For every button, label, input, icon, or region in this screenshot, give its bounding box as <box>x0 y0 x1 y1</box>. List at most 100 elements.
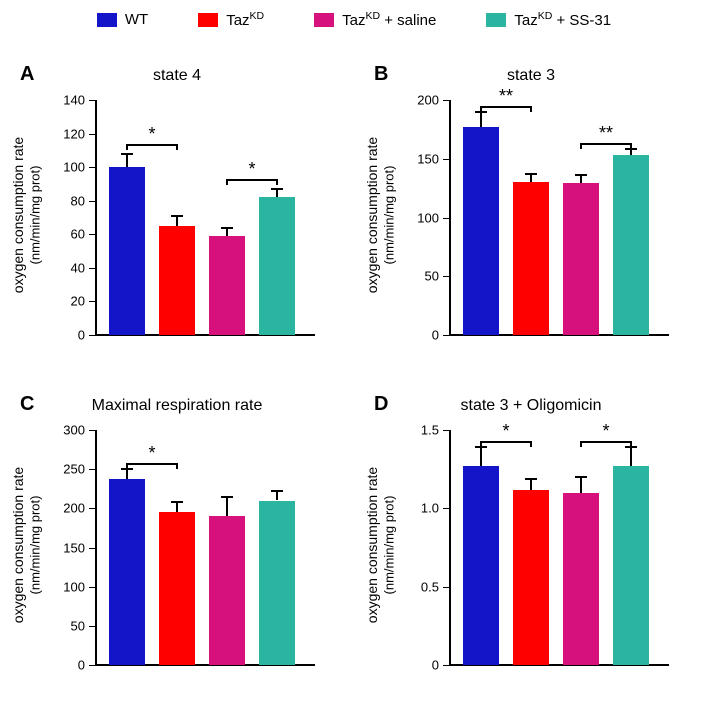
y-tick-label: 1.5 <box>399 423 439 438</box>
legend-swatch <box>486 13 506 27</box>
y-tick <box>443 276 449 277</box>
y-tick <box>89 335 95 336</box>
significance-tail <box>126 144 128 150</box>
error-cap <box>575 476 587 478</box>
bar <box>563 183 599 335</box>
bar <box>259 197 295 335</box>
y-tick <box>443 335 449 336</box>
error-bar <box>530 174 532 182</box>
y-axis-unit: (nm/min/mg prot) <box>28 496 43 595</box>
y-tick-label: 50 <box>399 269 439 284</box>
bar <box>613 466 649 665</box>
error-bar <box>580 477 582 493</box>
error-bar <box>126 469 128 478</box>
significance-tail <box>176 144 178 150</box>
bar <box>563 493 599 665</box>
chart-area: 00.51.01.5** <box>449 430 669 665</box>
y-tick <box>443 430 449 431</box>
bar <box>209 236 245 335</box>
y-tick <box>89 508 95 509</box>
y-tick <box>89 587 95 588</box>
y-tick-label: 0 <box>399 328 439 343</box>
chart-area: 050100150200250300* <box>95 430 315 665</box>
y-tick <box>89 134 95 135</box>
y-axis <box>449 430 451 665</box>
error-bar <box>530 479 532 490</box>
legend-label: TazKD + saline <box>342 10 436 29</box>
y-tick-label: 150 <box>399 151 439 166</box>
legend-item: TazKD + saline <box>314 10 436 29</box>
y-tick <box>443 100 449 101</box>
y-tick-label: 300 <box>45 423 85 438</box>
legend-label: TazKD <box>226 10 264 29</box>
panel: Bstate 3050100150200****oxygen consumpti… <box>354 55 708 385</box>
y-tick-label: 60 <box>45 227 85 242</box>
error-cap <box>221 227 233 229</box>
significance-tail <box>176 463 178 469</box>
y-tick-label: 150 <box>45 540 85 555</box>
significance-label: * <box>148 124 155 145</box>
y-tick <box>89 626 95 627</box>
y-tick-label: 100 <box>399 210 439 225</box>
significance-tail <box>630 441 632 447</box>
error-bar <box>176 216 178 226</box>
y-axis-label: oxygen consumption rate <box>364 467 380 623</box>
error-cap <box>171 215 183 217</box>
y-tick-label: 0.5 <box>399 579 439 594</box>
y-tick <box>443 218 449 219</box>
error-cap <box>121 153 133 155</box>
y-axis-label: oxygen consumption rate <box>10 467 26 623</box>
y-axis-label: oxygen consumption rate <box>364 137 380 293</box>
significance-tail <box>530 441 532 447</box>
error-cap <box>171 501 183 503</box>
significance-label: ** <box>599 123 613 144</box>
y-tick-label: 100 <box>45 579 85 594</box>
error-cap <box>271 188 283 190</box>
y-tick <box>89 301 95 302</box>
y-tick-label: 250 <box>45 462 85 477</box>
significance-label: ** <box>499 86 513 107</box>
chart-area: 020406080100120140** <box>95 100 315 335</box>
error-bar <box>276 189 278 197</box>
error-cap <box>525 478 537 480</box>
y-tick-label: 20 <box>45 294 85 309</box>
significance-tail <box>226 179 228 185</box>
y-tick-label: 80 <box>45 193 85 208</box>
y-tick-label: 100 <box>45 160 85 175</box>
legend: WT TazKD TazKD + saline TazKD + SS-31 <box>0 10 708 29</box>
y-axis-unit: (nm/min/mg prot) <box>382 166 397 265</box>
panel-title: Maximal respiration rate <box>0 397 354 415</box>
error-bar <box>580 175 582 183</box>
legend-label: WT <box>125 11 148 28</box>
error-bar <box>276 491 278 500</box>
y-tick <box>89 167 95 168</box>
y-tick-label: 120 <box>45 126 85 141</box>
panel: CMaximal respiration rate050100150200250… <box>0 385 354 715</box>
significance-tail <box>580 143 582 149</box>
bar <box>463 127 499 335</box>
y-axis <box>95 100 97 335</box>
y-tick <box>89 234 95 235</box>
legend-label: TazKD + SS-31 <box>514 10 611 29</box>
y-tick <box>443 665 449 666</box>
significance-tail <box>530 106 532 112</box>
panel-title: state 3 + Oligomicin <box>354 397 708 415</box>
legend-swatch <box>314 13 334 27</box>
panel: Astate 4020406080100120140**oxygen consu… <box>0 55 354 385</box>
legend-item: TazKD + SS-31 <box>486 10 611 29</box>
bar <box>159 226 195 335</box>
error-bar <box>480 447 482 466</box>
bar <box>613 155 649 335</box>
y-tick-label: 0 <box>399 658 439 673</box>
significance-tail <box>480 106 482 112</box>
y-tick-label: 40 <box>45 260 85 275</box>
y-tick <box>89 100 95 101</box>
error-cap <box>525 173 537 175</box>
panel-title: state 4 <box>0 67 354 85</box>
y-tick <box>89 665 95 666</box>
y-tick <box>89 268 95 269</box>
significance-label: * <box>602 421 609 442</box>
y-tick-label: 50 <box>45 618 85 633</box>
bar <box>109 479 145 665</box>
significance-tail <box>630 143 632 149</box>
